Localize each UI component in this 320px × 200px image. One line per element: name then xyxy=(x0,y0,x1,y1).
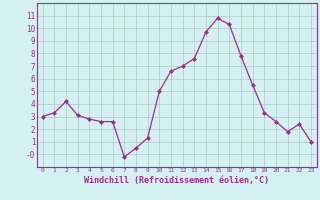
X-axis label: Windchill (Refroidissement éolien,°C): Windchill (Refroidissement éolien,°C) xyxy=(84,176,269,185)
